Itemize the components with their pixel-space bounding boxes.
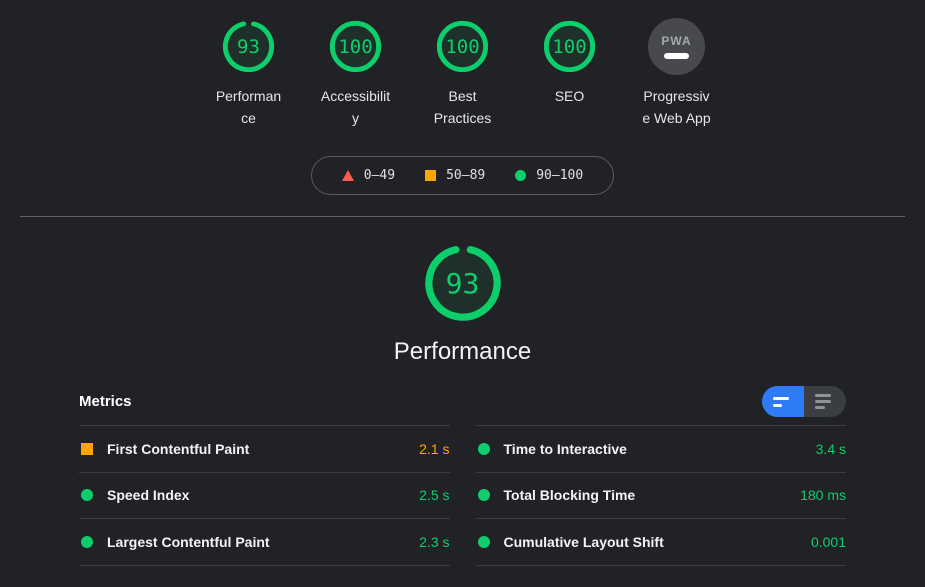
lighthouse-report: 93 Performance 100 Accessibility 100	[0, 18, 925, 566]
category-badge-pwa[interactable]: PWA Progressive Web App	[623, 18, 730, 129]
pwa-logo-text: PWA	[661, 34, 692, 48]
metric-row-speed-index: Speed Index 2.5 s	[79, 471, 450, 519]
legend-item-pass: 90–100	[515, 168, 583, 183]
category-gauge-seo[interactable]: 100 SEO	[516, 18, 623, 129]
gauge-ring	[424, 245, 501, 321]
gauge-ring	[329, 20, 382, 73]
metrics-column-right: Time to Interactive 3.4 s Total Blocking…	[475, 425, 846, 566]
gauge-score-value: 93	[237, 35, 260, 58]
metric-rating-icon	[477, 489, 490, 502]
category-label: Performance	[215, 88, 282, 126]
two-lines-icon	[773, 396, 789, 400]
metric-row-time-to-interactive: Time to Interactive 3.4 s	[475, 425, 846, 472]
metric-label: First Contentful Paint	[107, 440, 250, 457]
metric-row-largest-contentful-paint: Largest Contentful Paint 2.3 s	[79, 518, 450, 565]
gauge-ring	[222, 20, 275, 73]
pass-circle-icon	[515, 170, 527, 181]
score-gauge: 93	[220, 18, 277, 75]
legend-range-label: 50–89	[446, 168, 486, 183]
average-square-icon	[425, 170, 437, 181]
score-legend: 0–49 50–89 90–100	[310, 156, 615, 195]
performance-category-header: 93 Performance	[0, 241, 925, 366]
legend-range-label: 0–49	[363, 168, 396, 183]
score-legend-row: 0–49 50–89 90–100	[0, 156, 925, 195]
section-divider	[20, 216, 905, 217]
pwa-badge-icon: PWA	[648, 18, 705, 75]
category-scores-row: 93 Performance 100 Accessibility 100	[0, 18, 925, 129]
metric-row-first-contentful-paint: First Contentful Paint 2.1 s	[79, 425, 450, 472]
metric-value: 2.1 s	[419, 440, 450, 457]
legend-range-label: 90–100	[536, 168, 584, 183]
pwa-dash-icon	[664, 53, 689, 59]
score-gauge: 100	[541, 18, 598, 75]
metric-label: Time to Interactive	[503, 440, 627, 457]
metric-value: 2.3 s	[419, 533, 450, 550]
metric-label: Speed Index	[107, 487, 190, 504]
score-gauge: 100	[327, 18, 384, 75]
metric-rating-icon	[81, 442, 93, 455]
score-gauge: 100	[434, 18, 491, 75]
category-gauge-best-practices[interactable]: 100 Best Practices	[409, 18, 516, 129]
category-label: Accessibility	[320, 88, 391, 126]
category-gauge-accessibility[interactable]: 100 Accessibility	[302, 18, 409, 129]
metrics-columns: First Contentful Paint 2.1 s Speed Index…	[79, 425, 846, 566]
legend-item-fail: 0–49	[341, 168, 396, 183]
metric-rating-icon	[81, 489, 93, 502]
metric-value: 0.001	[810, 533, 846, 550]
category-gauge-performance[interactable]: 93 Performance	[195, 18, 302, 129]
metric-rating-icon	[477, 442, 490, 455]
metric-rating-icon	[477, 535, 490, 548]
metrics-header: Metrics	[79, 386, 846, 417]
metric-value: 2.5 s	[419, 487, 450, 504]
metric-row-total-blocking-time: Total Blocking Time 180 ms	[475, 471, 846, 519]
gauge-score-value: 93	[445, 266, 480, 300]
metric-label: Largest Contentful Paint	[107, 533, 270, 550]
metrics-section: Metrics First Contentful Paint 2.1 s	[79, 386, 846, 566]
toggle-expanded-option[interactable]	[804, 386, 846, 417]
metric-rating-icon	[81, 535, 93, 548]
fail-triangle-icon	[341, 170, 354, 181]
metric-label: Cumulative Layout Shift	[503, 533, 664, 550]
toggle-compact-option[interactable]	[762, 386, 804, 417]
gauge-ring	[436, 20, 489, 73]
metric-value: 3.4 s	[815, 440, 846, 457]
gauge-score-value: 100	[445, 35, 480, 58]
performance-title: Performance	[393, 338, 532, 365]
category-label: Best Practices	[433, 88, 492, 126]
category-label: Progressive Web App	[642, 88, 711, 126]
legend-item-average: 50–89	[425, 168, 485, 183]
metrics-view-toggle[interactable]	[762, 386, 846, 417]
category-label: SEO	[554, 88, 585, 104]
gauge-score-value: 100	[338, 35, 373, 58]
metric-label: Total Blocking Time	[503, 487, 636, 504]
performance-header-gauge: 93	[421, 241, 505, 325]
gauge-score-value: 100	[552, 35, 587, 58]
metric-value: 180 ms	[800, 487, 846, 504]
metric-row-cumulative-layout-shift: Cumulative Layout Shift 0.001	[475, 518, 846, 565]
gauge-ring	[543, 20, 596, 73]
three-lines-icon	[815, 394, 831, 397]
metrics-section-title: Metrics	[79, 393, 132, 410]
metrics-column-left: First Contentful Paint 2.1 s Speed Index…	[79, 425, 450, 566]
